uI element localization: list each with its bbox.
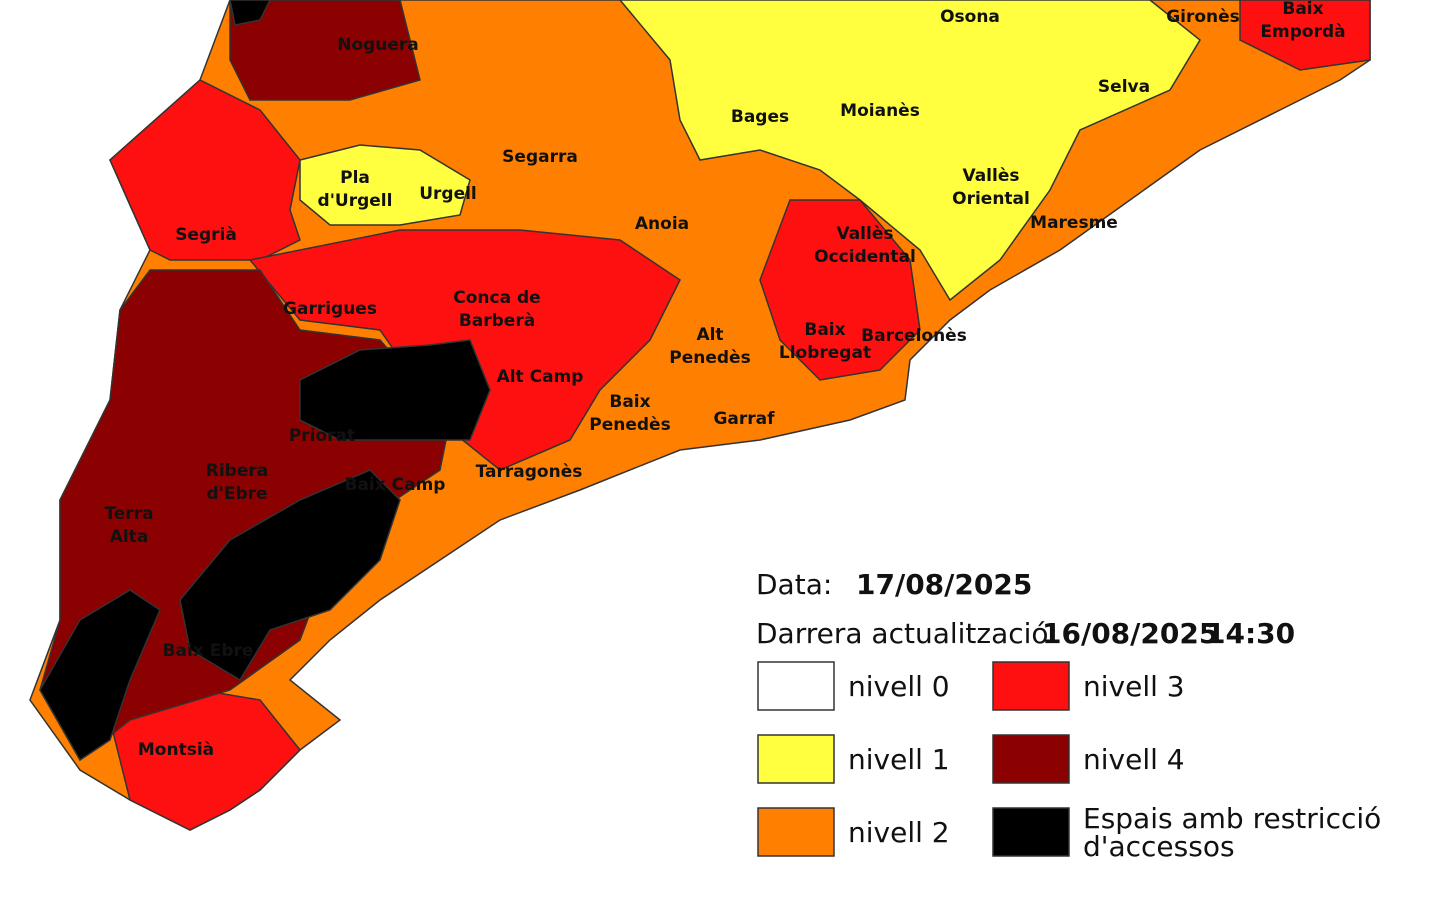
comarca-label: Occidental bbox=[814, 247, 916, 267]
legend-label: nivell 4 bbox=[1083, 743, 1185, 776]
comarca-label: Urgell bbox=[419, 184, 477, 204]
comarca-label: Barberà bbox=[459, 311, 535, 331]
legend-swatch bbox=[757, 734, 835, 784]
comarca-label: Barcelonès bbox=[861, 326, 967, 346]
darkred-zone bbox=[229, 0, 421, 101]
comarca-label: Penedès bbox=[669, 348, 750, 368]
comarca-label: Conca de bbox=[453, 288, 540, 308]
comarca-label: Solsonès bbox=[587, 0, 672, 5]
red-zone bbox=[759, 199, 921, 381]
comarca-label: Bages bbox=[731, 107, 789, 127]
comarca-label: Moianès bbox=[840, 101, 920, 121]
comarca-label: Maresme bbox=[1030, 213, 1118, 233]
comarca-label: Anoia bbox=[635, 214, 689, 234]
comarca-label: Llobregat bbox=[779, 343, 871, 363]
legend-label: Espais amb restricció bbox=[1083, 802, 1381, 835]
update-date: 16/08/2025 bbox=[1042, 617, 1218, 650]
comarca-label: Selva bbox=[1098, 77, 1150, 97]
comarca-label: Gironès bbox=[1166, 7, 1240, 27]
comarca-label: Pla bbox=[340, 168, 370, 188]
comarca-label: Vallès bbox=[836, 224, 893, 244]
legend-label: nivell 0 bbox=[848, 670, 950, 703]
legend-label: d'accessos bbox=[1083, 830, 1235, 863]
date-label: Data: bbox=[756, 568, 832, 601]
restricted-zone bbox=[179, 469, 401, 682]
comarca-label: Alt Camp bbox=[497, 367, 584, 387]
legend-swatch bbox=[757, 807, 835, 857]
legend-swatch bbox=[992, 734, 1070, 784]
legend: Data: 17/08/2025 Darrera actualització: … bbox=[756, 568, 1381, 863]
comarca-label: Oriental bbox=[952, 189, 1030, 209]
comarca-label: Noguera bbox=[337, 35, 419, 55]
legend-swatch bbox=[757, 661, 835, 711]
yellow-zone bbox=[619, 0, 1201, 302]
comarca-label: Baix bbox=[804, 320, 845, 340]
date: 17/08/2025 bbox=[856, 568, 1032, 601]
comarca-label: Segarra bbox=[502, 147, 578, 167]
legend-swatch bbox=[992, 807, 1070, 857]
comarca-label: Segrià bbox=[175, 225, 237, 245]
legend-label: nivell 1 bbox=[848, 743, 950, 776]
comarca-label: Ribera bbox=[206, 461, 268, 481]
comarca-label: Garraf bbox=[713, 409, 775, 429]
comarca-label: Alta bbox=[110, 527, 149, 547]
comarca-label: Baix bbox=[1282, 0, 1323, 19]
legend-label: nivell 3 bbox=[1083, 670, 1185, 703]
update-time: 14:30 bbox=[1206, 617, 1295, 650]
comarca-label: Baix Camp bbox=[345, 475, 446, 495]
restricted-zone bbox=[299, 339, 491, 441]
comarca-labels: Solsonès Osona Gironès Baix Empordà Noguera Se… bbox=[104, 0, 1345, 760]
yellow-zone bbox=[299, 144, 471, 226]
comarca-label: Tarragonès bbox=[476, 462, 583, 482]
comarca-label: Priorat bbox=[289, 426, 355, 446]
comarca-label: Garrigues bbox=[283, 299, 377, 319]
comarca-label: Terra bbox=[104, 504, 153, 524]
comarca-label: Osona bbox=[940, 7, 1000, 27]
map-shapes bbox=[29, 0, 1371, 831]
red-zone bbox=[1239, 0, 1371, 71]
red-zone bbox=[109, 79, 301, 261]
update-label: Darrera actualització: bbox=[756, 617, 1058, 650]
comarca-label: Penedès bbox=[589, 415, 670, 435]
legend-label: nivell 2 bbox=[848, 816, 950, 849]
restricted-zone bbox=[39, 589, 161, 762]
comarca-label: d'Ebre bbox=[206, 484, 267, 504]
comarca-label: Montsià bbox=[138, 740, 214, 760]
restricted-zone bbox=[229, 0, 271, 26]
comarca-label: Baix Ebre bbox=[163, 641, 254, 661]
comarca-label: Baix bbox=[609, 392, 650, 412]
comarca-label: Vallès bbox=[962, 166, 1019, 186]
legend-swatch bbox=[992, 661, 1070, 711]
comarca-label: d'Urgell bbox=[318, 191, 393, 211]
comarca-label: Alt bbox=[696, 325, 723, 345]
comarca-label: Empordà bbox=[1260, 22, 1345, 42]
